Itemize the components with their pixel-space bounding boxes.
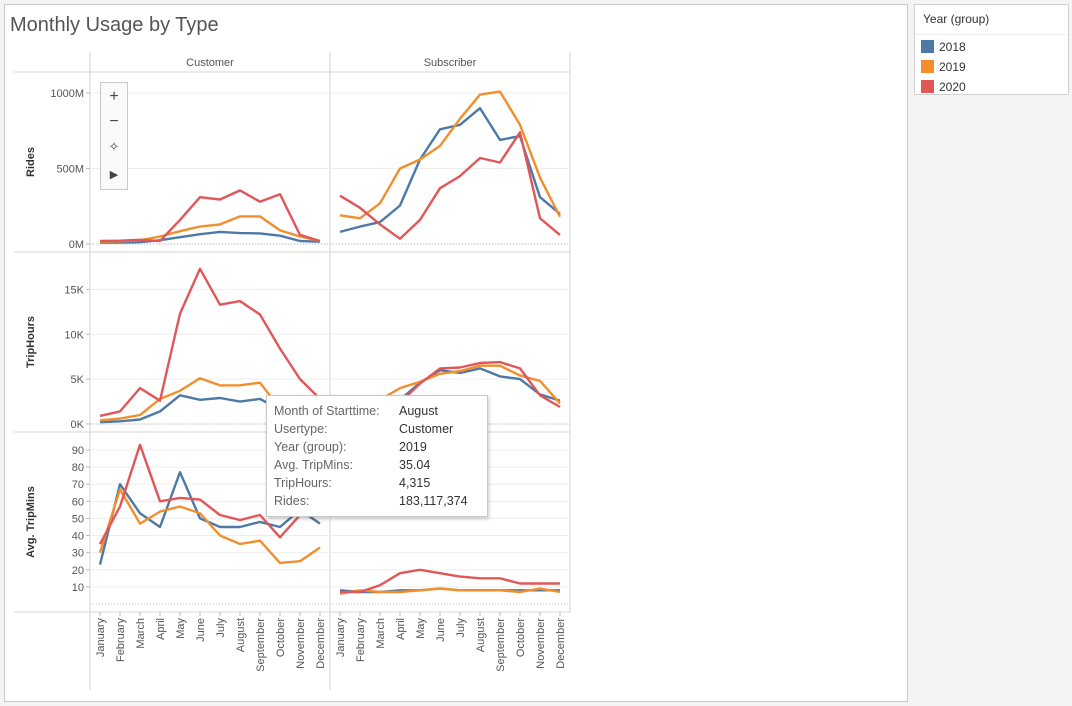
series-line-2018 xyxy=(339,106,561,234)
play-icon[interactable]: ▶ xyxy=(109,169,119,181)
y-tick-label: 90 xyxy=(72,445,84,457)
legend[interactable]: Year (group) 2018 2019 2020 xyxy=(914,4,1069,95)
tooltip-row: Avg. TripMins: 35.04 xyxy=(274,458,431,472)
y-tick-label: 80 xyxy=(72,462,84,474)
x-tick-label: April xyxy=(395,618,407,640)
y-tick-label: 50 xyxy=(72,513,84,525)
view-toolbar: + − ✧ ▶ xyxy=(100,82,128,190)
y-tick-label: 0K xyxy=(71,419,85,431)
x-tick-label: March xyxy=(375,618,387,649)
pin-icon[interactable]: ✧ xyxy=(108,139,120,154)
dashboard xyxy=(4,4,908,702)
x-tick-label: November xyxy=(295,618,307,669)
page-title: Monthly Usage by Type xyxy=(10,14,219,36)
x-tick-label: January xyxy=(335,618,347,658)
y-tick-label: 40 xyxy=(72,531,84,543)
tooltip-row: Month of Starttime: August xyxy=(274,404,438,418)
tooltip-row: Year (group): 2019 xyxy=(274,440,427,454)
series-line-2020 xyxy=(340,568,560,594)
x-tick-label: October xyxy=(275,618,287,657)
y-tick-label: 20 xyxy=(72,565,84,577)
x-tick-label: March xyxy=(135,618,147,649)
x-tick-label: April xyxy=(155,618,167,640)
x-tick-label: August xyxy=(235,618,247,652)
x-tick-label: July xyxy=(455,618,467,638)
legend-label: 2018 xyxy=(939,40,966,54)
legend-label: 2019 xyxy=(939,60,966,74)
legend-label: 2020 xyxy=(939,80,966,94)
y-tick-label: 60 xyxy=(72,496,84,508)
tooltip-row: Rides: 183,117,374 xyxy=(274,494,468,508)
row-label: Avg. TripMins xyxy=(25,486,37,558)
x-tick-label: February xyxy=(115,618,127,663)
x-tick-label: August xyxy=(475,618,487,652)
tooltip: Month of Starttime: August Usertype: Custo… xyxy=(266,395,488,517)
legend-swatch xyxy=(921,60,934,73)
x-tick-label: October xyxy=(515,618,527,657)
legend-swatch xyxy=(921,40,934,53)
zoom-out-button[interactable]: − xyxy=(109,113,119,130)
series-line-2018 xyxy=(100,230,321,244)
series-line-2020 xyxy=(99,267,321,418)
series-line-2020 xyxy=(98,443,321,545)
legend-item-2020[interactable]: 2020 xyxy=(921,79,966,95)
tooltip-row: TripHours: 4,315 xyxy=(274,476,431,490)
row-label: TripHours xyxy=(25,316,37,368)
y-tick-label: 70 xyxy=(72,479,84,491)
column-header: Subscriber xyxy=(424,57,477,69)
series-line-2020 xyxy=(339,131,561,240)
column-header: Customer xyxy=(186,57,234,69)
y-tick-label: 30 xyxy=(72,548,84,560)
y-tick-label: 15K xyxy=(64,284,84,296)
y-tick-label: 10 xyxy=(72,582,84,594)
x-tick-label: January xyxy=(95,618,107,658)
row-label: Rides xyxy=(25,147,37,177)
x-tick-label: July xyxy=(215,618,227,638)
series-line-2019 xyxy=(98,488,321,565)
y-tick-label: 500M xyxy=(56,164,84,176)
x-tick-label: November xyxy=(535,618,547,669)
x-tick-label: September xyxy=(255,618,267,672)
x-tick-label: May xyxy=(415,618,427,639)
y-tick-label: 5K xyxy=(71,374,85,386)
x-tick-label: May xyxy=(175,618,187,639)
series-line-2019 xyxy=(339,90,562,220)
zoom-in-button[interactable]: + xyxy=(109,88,119,105)
y-tick-label: 10K xyxy=(64,329,84,341)
x-tick-label: December xyxy=(315,618,327,669)
legend-item-2018[interactable]: 2018 xyxy=(921,39,966,55)
series-line-2020 xyxy=(99,189,321,243)
x-tick-label: June xyxy=(195,618,207,642)
tooltip-row: Usertype: Customer xyxy=(274,422,454,436)
y-tick-label: 1000M xyxy=(50,88,84,100)
x-tick-label: September xyxy=(495,618,507,672)
x-tick-label: December xyxy=(555,618,567,669)
x-tick-label: February xyxy=(355,618,367,663)
legend-title: Year (group) xyxy=(915,5,1068,35)
y-tick-label: 0M xyxy=(69,239,84,251)
legend-swatch xyxy=(921,80,934,93)
series-line-2019 xyxy=(339,587,561,595)
legend-item-2019[interactable]: 2019 xyxy=(921,59,966,75)
x-tick-label: June xyxy=(435,618,447,642)
